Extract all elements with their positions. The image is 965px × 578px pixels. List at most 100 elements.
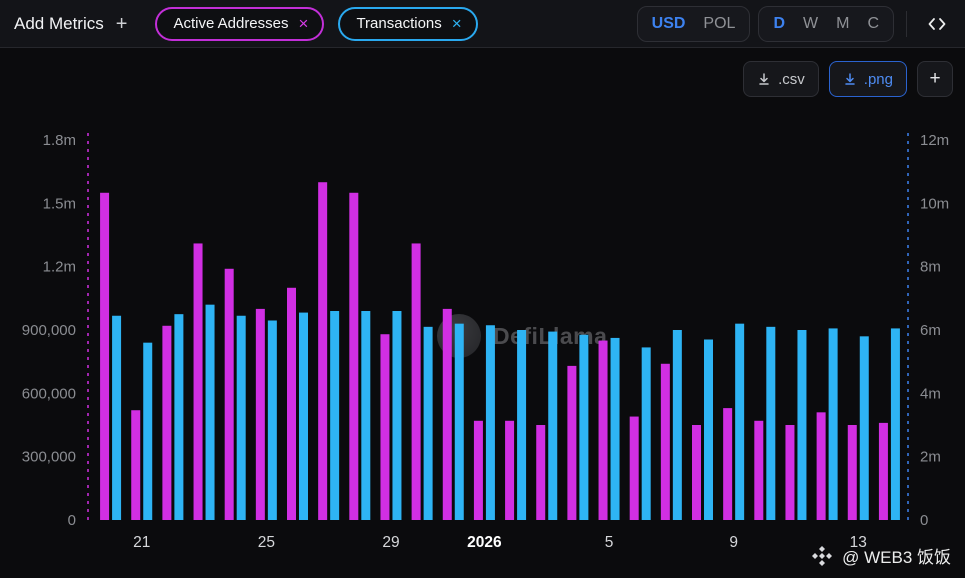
currency-pol-option[interactable]: POL [703, 14, 736, 32]
bar-transactions [797, 330, 807, 520]
toolbar-right-group: USD POL D W M C [636, 5, 955, 42]
download-arrow-icon [759, 73, 769, 85]
interval-monthly-option[interactable]: M [836, 14, 850, 32]
close-icon[interactable]: × [451, 14, 462, 33]
bar-transactions [361, 311, 371, 520]
add-chart-button[interactable]: + [917, 61, 953, 97]
bar-transactions [112, 315, 122, 520]
bar-transactions [205, 304, 215, 520]
interval-daily-option[interactable]: D [773, 14, 785, 32]
right-axis-tick-label: 0 [920, 512, 928, 529]
bar-transactions [579, 334, 589, 520]
credit-badge: @ WEB3 饭饭 [811, 543, 951, 568]
bar-active-addresses [131, 410, 141, 520]
bar-active-addresses [660, 363, 670, 520]
download-arrow-icon [845, 73, 855, 85]
chip-label: Active Addresses [173, 15, 289, 32]
bar-active-addresses [287, 287, 296, 520]
x-axis-tick-label: 2026 [467, 534, 502, 551]
bar-transactions [330, 311, 340, 520]
bar-transactions [392, 311, 402, 520]
left-axis-tick-label: 1.2m [43, 259, 76, 276]
bar-transactions [548, 331, 558, 520]
add-metrics-label: Add Metrics [14, 13, 104, 33]
currency-toggle: USD POL [636, 5, 751, 42]
metric-chips: Active Addresses × Transactions × [155, 6, 478, 41]
bar-transactions [423, 326, 433, 520]
bar-active-addresses [193, 243, 203, 520]
bar-transactions [299, 312, 308, 520]
credit-text: @ WEB3 饭饭 [842, 548, 951, 567]
bar-active-addresses [723, 408, 733, 520]
bar-active-addresses [380, 334, 390, 520]
bar-transactions [610, 337, 620, 520]
bar-active-addresses [162, 325, 172, 520]
left-axis-tick-label: 0 [68, 512, 76, 529]
x-axis-tick-label: 21 [133, 534, 150, 551]
x-axis-tick-label: 29 [382, 534, 399, 551]
bar-transactions [454, 323, 464, 520]
currency-usd-option[interactable]: USD [651, 14, 686, 32]
right-axis-tick-label: 10m [920, 195, 949, 212]
bar-transactions [890, 328, 900, 520]
plus-icon: + [115, 12, 128, 35]
chip-transactions[interactable]: Transactions × [338, 6, 478, 41]
interval-toggle: D W M C [758, 5, 894, 42]
bar-active-addresses [816, 412, 826, 520]
x-axis-tick-label: 25 [258, 534, 275, 551]
left-axis-tick-label: 900,000 [22, 322, 76, 339]
add-metrics-button[interactable]: Add Metrics + [14, 14, 127, 34]
right-axis-tick-label: 12m [920, 132, 949, 149]
bar-active-addresses [255, 308, 265, 520]
png-label: .png [863, 70, 893, 88]
x-axis-tick-label: 9 [729, 534, 738, 551]
left-axis-tick-label: 600,000 [22, 385, 76, 402]
csv-label: .csv [778, 70, 805, 88]
bar-transactions [766, 326, 776, 520]
left-axis-tick-label: 300,000 [22, 449, 76, 466]
embed-code-button[interactable] [919, 6, 955, 42]
bar-active-addresses [878, 422, 888, 520]
chip-active-addresses[interactable]: Active Addresses × [155, 6, 325, 41]
interval-cumulative-option[interactable]: C [867, 14, 879, 32]
bar-active-addresses [411, 243, 421, 520]
bar-active-addresses [785, 425, 795, 520]
right-axis-tick-label: 2m [920, 449, 941, 466]
bar-transactions [641, 347, 651, 520]
bar-active-addresses [442, 308, 452, 520]
interval-weekly-option[interactable]: W [803, 14, 819, 32]
right-axis-tick-label: 6m [920, 322, 941, 339]
bar-active-addresses [224, 268, 234, 520]
bar-active-addresses [692, 425, 701, 520]
bar-transactions [672, 330, 682, 520]
x-axis-tick-label: 13 [850, 534, 867, 551]
top-toolbar: Add Metrics + Active Addresses × Transac… [0, 0, 965, 48]
bar-transactions [236, 315, 246, 520]
bar-transactions [704, 339, 713, 520]
bar-active-addresses [598, 340, 608, 520]
left-axis-tick-label: 1.5m [43, 195, 76, 212]
bar-transactions [485, 325, 495, 520]
plus-icon: + [929, 68, 941, 89]
download-png-button[interactable]: .png [828, 61, 907, 97]
left-axis-tick-label: 1.8m [43, 132, 76, 149]
bar-transactions [517, 330, 527, 520]
bar-transactions [267, 320, 277, 520]
bar-transactions [735, 323, 745, 520]
bar-transactions [828, 328, 838, 520]
export-bar: .csv .png + [743, 61, 953, 97]
bar-transactions [174, 314, 184, 520]
bar-transactions [143, 342, 153, 520]
bar-active-addresses [100, 192, 110, 520]
bar-active-addresses [536, 425, 546, 520]
bar-active-addresses [847, 425, 857, 520]
bar-active-addresses [473, 420, 483, 520]
bar-active-addresses [318, 182, 328, 520]
download-csv-button[interactable]: .csv [743, 61, 819, 97]
close-icon[interactable]: × [298, 14, 309, 33]
code-brackets-icon [928, 17, 946, 30]
bar-active-addresses [505, 420, 515, 520]
right-axis-tick-label: 8m [920, 259, 941, 276]
diamond-logo-icon [812, 545, 833, 566]
